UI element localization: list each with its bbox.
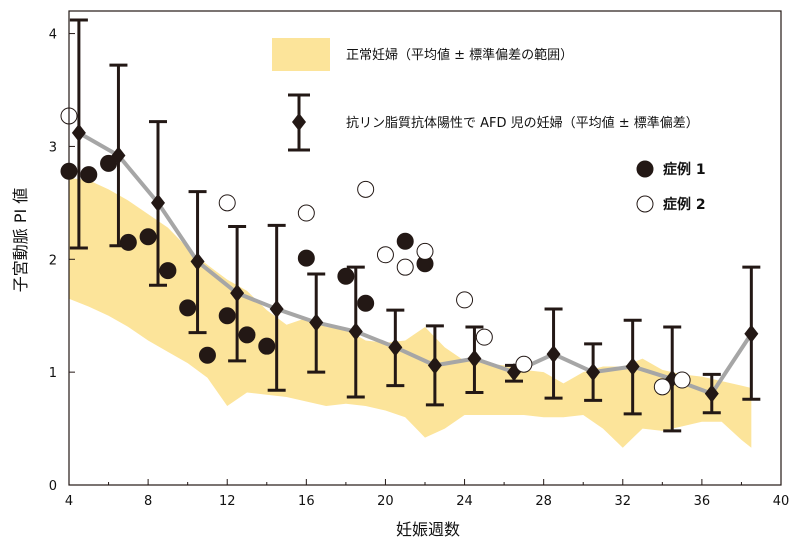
case1-point <box>179 299 197 317</box>
y-tick-label: 3 <box>49 140 57 155</box>
apl-error-bar <box>425 324 444 407</box>
apl-mean-diamond <box>586 363 601 382</box>
case1-point <box>80 166 98 184</box>
apl-mean-diamond <box>71 123 86 142</box>
x-tick-label: 16 <box>298 494 315 509</box>
case2-point <box>456 291 474 309</box>
case1-point <box>100 154 118 172</box>
legend-swatch-normal-range <box>272 38 330 71</box>
x-axis-label: 妊娠週数 <box>396 520 460 539</box>
apl-mean-diamond <box>388 338 403 357</box>
apl-mean-diamond <box>190 252 205 271</box>
legend-label-apl: 抗リン脂質抗体陽性で AFD 児の妊婦（平均値 ± 標準偏差） <box>346 115 699 131</box>
apl-mean-diamond <box>230 284 245 303</box>
case1-point <box>218 307 236 325</box>
apl-error-bar <box>623 318 642 416</box>
case1-point <box>258 337 276 355</box>
case1-point <box>159 262 177 280</box>
x-tick-label: 12 <box>219 494 236 509</box>
apl-error-bar <box>188 190 207 335</box>
legend-label-case1: 症例 1 <box>663 161 706 178</box>
x-tick-label: 40 <box>773 494 790 509</box>
y-axis-label: 子宮動脈 PI 値 <box>11 188 30 293</box>
mean-line-layer <box>77 131 754 396</box>
case2-point <box>297 204 315 222</box>
y-tick-label: 0 <box>49 479 57 494</box>
apl-error-bar <box>584 342 603 402</box>
case1-point <box>119 233 137 251</box>
legend-swatch-case1 <box>636 160 654 178</box>
x-tick-label: 36 <box>694 494 711 509</box>
apl-mean-diamond <box>744 324 759 343</box>
apl-mean-diamond <box>269 299 284 318</box>
case2-point <box>653 378 671 396</box>
apl-error-bar <box>544 307 563 400</box>
apl-error-bar <box>267 223 286 392</box>
x-tick-label: 20 <box>377 494 394 509</box>
apl-mean-diamond <box>546 345 561 364</box>
y-tick-label: 4 <box>49 28 57 43</box>
apl-error-bar <box>386 308 405 388</box>
case1-point <box>337 267 355 285</box>
legend-swatch-case2 <box>636 195 654 213</box>
apl-error-bar <box>346 265 365 399</box>
case2-point <box>376 246 394 264</box>
apl-mean-diamond <box>348 322 363 341</box>
case1-point <box>357 294 375 312</box>
normal-range-band-layer <box>69 178 752 448</box>
legend-label-normal-range: 正常妊婦（平均値 ± 標準偏差の範囲） <box>346 47 573 63</box>
normal-range-band <box>69 178 752 448</box>
apl-mean-diamond <box>467 349 482 368</box>
apl-error-bar <box>465 325 484 394</box>
apl-error-bar <box>702 372 721 415</box>
apl-error-bar <box>228 225 247 363</box>
legend-swatch-apl-diamond <box>292 113 306 131</box>
case2-point <box>357 180 375 198</box>
apl-error-bar <box>149 120 167 287</box>
x-tick-label: 28 <box>535 494 552 509</box>
apl-mean-diamond <box>625 357 640 376</box>
apl-mean-diamond <box>704 384 719 403</box>
y-tick-label: 2 <box>49 253 57 268</box>
legend-label-case2: 症例 2 <box>663 196 706 213</box>
case2-point <box>218 194 236 212</box>
legend: 正常妊婦（平均値 ± 標準偏差の範囲） 抗リン脂質抗体陽性で AFD 児の妊婦（… <box>272 38 706 213</box>
case1-point <box>238 326 256 344</box>
case1-point <box>396 232 414 250</box>
x-tick-label: 8 <box>144 494 152 509</box>
y-tick-label: 1 <box>49 366 57 381</box>
apl-mean-diamond <box>309 313 324 332</box>
apl-error-bar <box>742 265 761 401</box>
case1-point <box>139 228 157 246</box>
case1-point <box>198 346 216 364</box>
apl-mean-line <box>77 131 754 396</box>
case2-point <box>416 242 434 260</box>
apl-error-bar <box>69 18 88 250</box>
case1-point <box>297 249 315 267</box>
x-tick-label: 4 <box>65 494 73 509</box>
case2-point <box>475 328 493 346</box>
case2-point <box>396 258 414 276</box>
x-tick-label: 24 <box>456 494 473 509</box>
apl-error-bar <box>307 272 326 374</box>
x-tick-label: 32 <box>615 494 632 509</box>
apl-mean-diamond <box>151 193 165 212</box>
apl-mean-diamond <box>427 356 442 375</box>
case2-point <box>515 355 533 373</box>
case2-point <box>673 371 691 389</box>
